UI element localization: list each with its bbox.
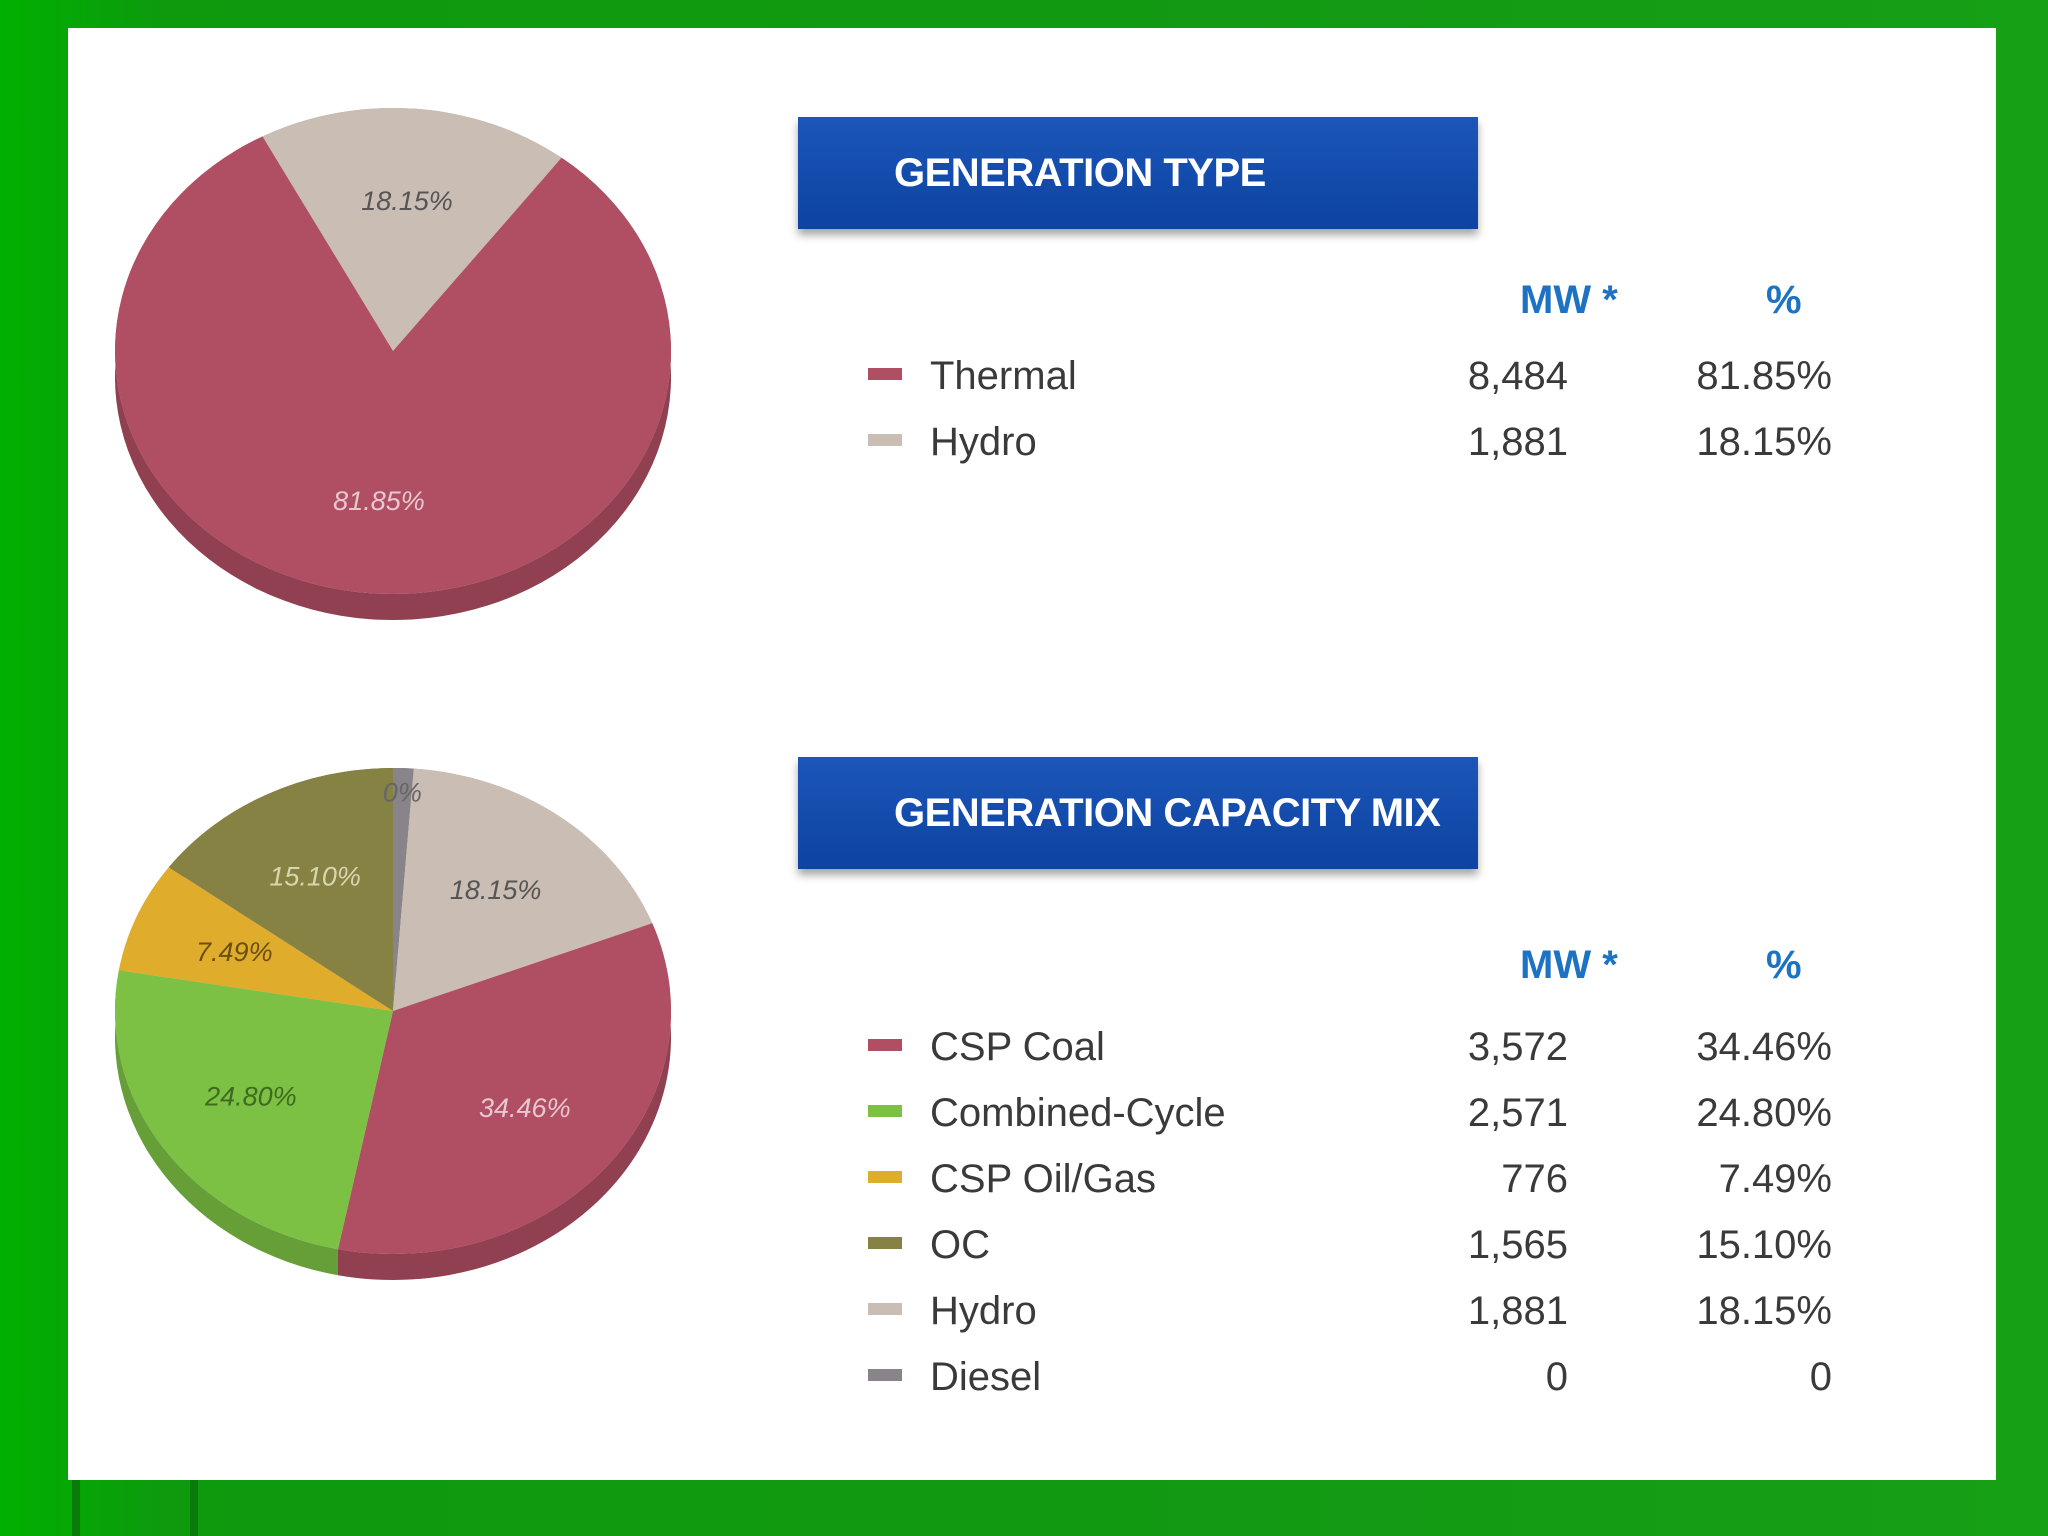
legend-row-csp-coal: CSP Coal 3,572 34.46% <box>868 1019 1948 1075</box>
pie-data-label-hydro: 18.15% <box>450 875 542 905</box>
legend-label: CSP Coal <box>930 1025 1105 1069</box>
pie-data-label-csp-oil-gas: 7.49% <box>196 937 273 967</box>
legend-mw-value: 0 <box>1545 1355 1568 1399</box>
mw-column-header: MW * <box>1520 278 1618 322</box>
pie-data-label-oc: 15.10% <box>269 862 361 892</box>
pie-slice-csp-oil-gas <box>118 867 394 1011</box>
legend-mw-value: 3,572 <box>1467 1025 1568 1069</box>
content-panel: 18.15% 81.85% 0% 18.15% 34.46% 24.80% 7.49% 15… <box>68 28 1996 1480</box>
pie-slice-csp-coal <box>337 923 671 1254</box>
pie-slice-side-csp-coal <box>337 923 671 1280</box>
pie-slice-combined-cycle <box>115 970 394 1250</box>
legend-mw-value: 2,571 <box>1467 1091 1568 1135</box>
decorative-bar-right <box>190 1480 198 1536</box>
legend-label: Combined-Cycle <box>930 1091 1226 1135</box>
legend-mw-value: 1,565 <box>1467 1223 1568 1267</box>
percent-column-header: % <box>1766 278 1802 322</box>
legend-mw-value: 1,881 <box>1467 420 1568 464</box>
legend-percent-value: 81.85% <box>1696 354 1832 398</box>
pie-slice-thermal <box>114 136 672 595</box>
pie-charts-canvas: 18.15% 81.85% 0% 18.15% 34.46% 24.80% 7.49% 15… <box>114 108 672 1280</box>
legend-swatch <box>868 1171 902 1183</box>
legend-swatch <box>868 1303 902 1315</box>
legend-percent-value: 7.49% <box>1718 1157 1832 1201</box>
legend-row-csp-oil-gas: CSP Oil/Gas 776 7.49% <box>868 1151 1948 1207</box>
mw-column-header: MW * <box>1520 943 1618 987</box>
legend-row-thermal: Thermal 8,484 81.85% <box>868 348 1948 404</box>
pie-data-label-hydro: 18.15% <box>361 186 453 216</box>
percent-column-header: % <box>1766 943 1802 987</box>
decorative-bar-left <box>72 1480 80 1536</box>
legend-percent-value: 18.15% <box>1696 420 1832 464</box>
legend-row-hydro: Hydro 1,881 18.15% <box>868 414 1948 470</box>
pie-data-label-thermal: 81.85% <box>333 486 425 516</box>
legend-swatch <box>868 1105 902 1117</box>
pie-chart-generation-type: 18.15% 81.85% <box>114 108 672 620</box>
legend-label: CSP Oil/Gas <box>930 1157 1156 1201</box>
pie-chart-generation-capacity-mix: 0% 18.15% 34.46% 24.80% 7.49% 15.10% <box>115 768 671 1280</box>
legend-mw-value: 1,881 <box>1467 1289 1568 1333</box>
legend-percent-value: 18.15% <box>1696 1289 1832 1333</box>
pie-data-label-diesel: 0% <box>383 777 422 807</box>
legend-label: OC <box>930 1223 990 1267</box>
pie-slice-side-combined-cycle <box>115 970 338 1276</box>
legend-percent-value: 34.46% <box>1696 1025 1832 1069</box>
pie-slice-hydro <box>393 768 653 1011</box>
legend-percent-value: 0 <box>1809 1355 1832 1399</box>
legend-swatch <box>868 368 902 380</box>
generation-type-title: GENERATION TYPE <box>798 117 1478 229</box>
legend-percent-value: 15.10% <box>1696 1223 1832 1267</box>
legend-row-combined-cycle: Combined-Cycle 2,571 24.80% <box>868 1085 1948 1141</box>
legend-swatch <box>868 1237 902 1249</box>
legend-row-diesel: Diesel 0 0 <box>868 1349 1948 1405</box>
pie-data-label-combined-cycle: 24.80% <box>204 1081 297 1111</box>
pie-slice-diesel <box>393 768 414 1011</box>
generation-capacity-mix-title: GENERATION CAPACITY MIX <box>798 757 1478 869</box>
legend-label: Diesel <box>930 1355 1042 1399</box>
legend-label: Hydro <box>930 1289 1037 1333</box>
legend-mw-value: 776 <box>1501 1157 1568 1201</box>
legend-label: Thermal <box>930 354 1077 398</box>
legend-swatch <box>868 1369 902 1381</box>
legend-percent-value: 24.80% <box>1696 1091 1832 1135</box>
legend-mw-value: 8,484 <box>1467 354 1568 398</box>
pie-slice-oc <box>168 768 393 1011</box>
legend-label: Hydro <box>930 420 1037 464</box>
pie-slice-hydro <box>262 108 562 351</box>
pie-data-label-csp-coal: 34.46% <box>479 1093 571 1123</box>
legend-swatch <box>868 1039 902 1051</box>
legend-swatch <box>868 434 902 446</box>
legend-row-hydro: Hydro 1,881 18.15% <box>868 1283 1948 1339</box>
legend-row-oc: OC 1,565 15.10% <box>868 1217 1948 1273</box>
